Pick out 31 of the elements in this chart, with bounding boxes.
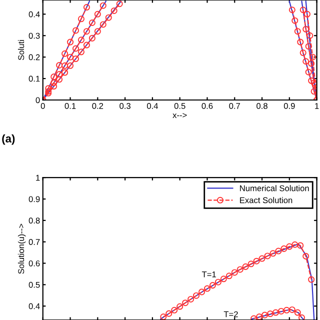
legend-label: Numerical Solution <box>240 185 309 192</box>
y-tick-label: 0.3 <box>28 32 40 39</box>
y-tick-label: 0.7 <box>28 239 40 245</box>
annotation: T=2 <box>224 311 238 318</box>
x-tick-label: 1 <box>315 103 319 109</box>
x-tick-label: 0.6 <box>202 103 213 109</box>
annotation: T=1 <box>202 272 216 278</box>
x-tick-label: 0.7 <box>229 103 240 109</box>
x-tick-label: 0.2 <box>92 103 104 109</box>
y-tick-label: 0.8 <box>28 218 40 224</box>
x-tick-label: 0 <box>40 103 45 109</box>
x-tick-label: 0.5 <box>174 103 186 109</box>
y-tick-label: 1 <box>36 174 40 181</box>
x-tick-label: 0.3 <box>120 103 130 109</box>
y-tick-label: 0.6 <box>28 260 40 266</box>
legend-label: Exact Solution <box>240 197 292 204</box>
y-tick-label: 0.5 <box>28 282 40 288</box>
y-tick-label: 0.9 <box>28 196 40 202</box>
text: (a) <box>2 134 15 145</box>
y-axis-title: Soluti <box>18 40 24 60</box>
x-tick-label: 0.1 <box>64 103 76 109</box>
y-tick-label: 0.1 <box>28 76 40 82</box>
y-axis-title: Solution(u)--> <box>18 224 26 274</box>
x-tick-label: 0.4 <box>146 103 158 109</box>
x-tick-label: 0.8 <box>256 103 268 109</box>
x-tick-label: 0.9 <box>284 103 295 109</box>
y-tick-label: 0.2 <box>28 54 40 60</box>
y-tick-label: 0.4 <box>28 303 40 310</box>
y-tick-label: 0.4 <box>28 11 40 18</box>
x-axis-title: x--> <box>172 113 187 118</box>
y-tick-label: 0 <box>36 97 40 104</box>
